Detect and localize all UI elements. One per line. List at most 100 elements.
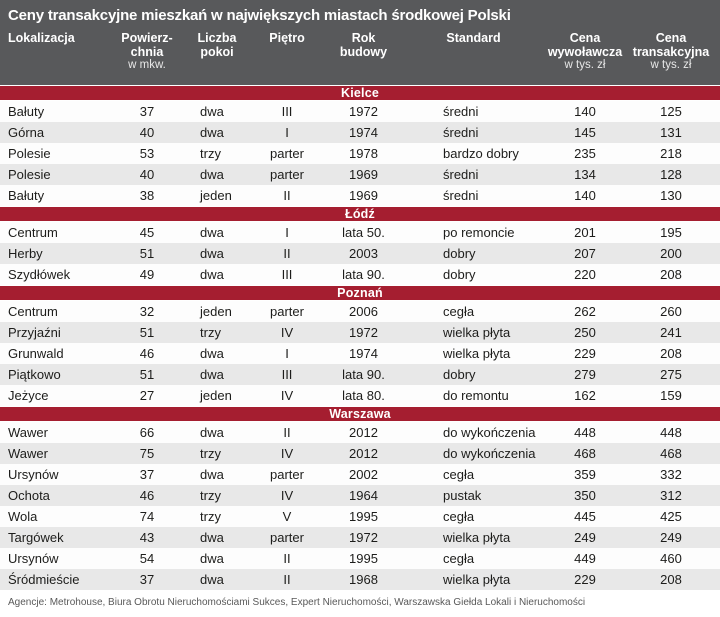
cell-liczba-pokoi: dwa [200, 104, 224, 119]
table-row: Bałuty 37 dwa III 1972 średni 140 125 [0, 101, 720, 122]
cell-powierzchnia: 46 [139, 488, 155, 503]
cell-standard: cegła [443, 551, 475, 566]
cell-lokalizacja: Bałuty [8, 188, 45, 203]
cell-cena-wywolawcza: 162 [574, 388, 596, 403]
cell-liczba-pokoi: dwa [200, 425, 224, 440]
table-row: Ursynów 37 dwa parter 2002 cegła 359 332 [0, 464, 720, 485]
cell-rok-budowy: 1972 [349, 104, 378, 119]
cell-pietro: II [283, 425, 291, 440]
column-header-cena-transakcyjna: Cena transakcyjna w tys. zł [632, 31, 710, 71]
cell-liczba-pokoi: trzy [200, 446, 221, 461]
cell-cena-wywolawcza: 229 [574, 572, 596, 587]
cell-cena-transakcyjna: 208 [660, 267, 682, 282]
cell-standard: po remoncie [443, 225, 515, 240]
cell-rok-budowy: 1978 [349, 146, 378, 161]
cell-rok-budowy: 1974 [349, 346, 378, 361]
cell-cena-wywolawcza: 235 [574, 146, 596, 161]
cell-powierzchnia: 40 [139, 167, 155, 182]
cell-cena-wywolawcza: 207 [574, 246, 596, 261]
cell-powierzchnia: 32 [139, 304, 155, 319]
cell-liczba-pokoi: dwa [200, 246, 224, 261]
table-row: Wawer 75 trzy IV 2012 do wykończenia 468 468 [0, 443, 720, 464]
cell-cena-wywolawcza: 220 [574, 267, 596, 282]
table-row: Ochota 46 trzy IV 1964 pustak 350 312 [0, 485, 720, 506]
cell-cena-transakcyjna: 460 [660, 551, 682, 566]
cell-lokalizacja: Polesie [8, 167, 51, 182]
cell-rok-budowy: 2003 [349, 246, 378, 261]
cell-powierzchnia: 66 [139, 425, 155, 440]
cell-powierzchnia: 74 [139, 509, 155, 524]
cell-cena-transakcyjna: 208 [660, 346, 682, 361]
section-band-3: Warszawa [0, 406, 720, 422]
cell-rok-budowy: 1969 [349, 167, 378, 182]
cell-pietro: V [282, 509, 292, 524]
cell-powierzchnia: 37 [139, 572, 155, 587]
cell-rok-budowy: lata 90. [342, 267, 385, 282]
cell-liczba-pokoi: trzy [200, 146, 221, 161]
cell-rok-budowy: 1964 [349, 488, 378, 503]
cell-liczba-pokoi: trzy [200, 488, 221, 503]
cell-pietro: II [283, 551, 291, 566]
cell-lokalizacja: Wawer [8, 425, 48, 440]
cell-cena-wywolawcza: 134 [574, 167, 596, 182]
cell-pietro: IV [280, 446, 294, 461]
table-row: Jeżyce 27 jeden IV lata 80. do remontu 162 159 [0, 385, 720, 406]
table-row: Wola 74 trzy V 1995 cegła 445 425 [0, 506, 720, 527]
cell-liczba-pokoi: dwa [200, 572, 224, 587]
cell-pietro: IV [280, 388, 294, 403]
cell-rok-budowy: 1972 [349, 325, 378, 340]
column-header-pietro: Piętro [269, 31, 305, 45]
cell-liczba-pokoi: dwa [200, 467, 224, 482]
cell-cena-wywolawcza: 201 [574, 225, 596, 240]
cell-powierzchnia: 53 [139, 146, 155, 161]
column-headers: Lokalizacja Powierz-chnia w mkw. Liczba poko… [0, 28, 720, 73]
cell-lokalizacja: Ochota [8, 488, 50, 503]
cell-cena-transakcyjna: 128 [660, 167, 682, 182]
table-row: Przyjaźni 51 trzy IV 1972 wielka płyta 250 241 [0, 322, 720, 343]
cell-lokalizacja: Piątkowo [8, 367, 61, 382]
cell-cena-wywolawcza: 262 [574, 304, 596, 319]
cell-standard: średni [443, 188, 479, 203]
page-title: Ceny transakcyjne mieszkań w największyc… [8, 7, 511, 24]
cell-liczba-pokoi: dwa [200, 367, 224, 382]
cell-rok-budowy: lata 90. [342, 367, 385, 382]
cell-standard: średni [443, 167, 479, 182]
cell-cena-wywolawcza: 449 [574, 551, 596, 566]
table-row: Górna 40 dwa I 1974 średni 145 131 [0, 122, 720, 143]
cell-cena-wywolawcza: 448 [574, 425, 596, 440]
title-bar: Ceny transakcyjne mieszkań w największyc… [0, 0, 720, 28]
cell-powierzchnia: 75 [139, 446, 155, 461]
cell-cena-transakcyjna: 312 [660, 488, 682, 503]
table-row: Ursynów 54 dwa II 1995 cegła 449 460 [0, 548, 720, 569]
cell-rok-budowy: 1968 [349, 572, 378, 587]
cell-rok-budowy: 1972 [349, 530, 378, 545]
cell-powierzchnia: 54 [139, 551, 155, 566]
cell-lokalizacja: Bałuty [8, 104, 45, 119]
cell-cena-transakcyjna: 208 [660, 572, 682, 587]
cell-pietro: I [285, 346, 289, 361]
cell-liczba-pokoi: trzy [200, 325, 221, 340]
table-row: Herby 51 dwa II 2003 dobry 207 200 [0, 243, 720, 264]
cell-standard: cegła [443, 467, 475, 482]
cell-pietro: III [281, 367, 293, 382]
cell-pietro: I [285, 225, 289, 240]
cell-cena-wywolawcza: 229 [574, 346, 596, 361]
cell-pietro: parter [270, 467, 304, 482]
cell-cena-transakcyjna: 218 [660, 146, 682, 161]
cell-standard: dobry [443, 246, 476, 261]
table-row: Wawer 66 dwa II 2012 do wykończenia 448 448 [0, 422, 720, 443]
cell-lokalizacja: Centrum [8, 225, 58, 240]
cell-lokalizacja: Wola [8, 509, 38, 524]
cell-cena-wywolawcza: 279 [574, 367, 596, 382]
cell-standard: wielka płyta [443, 346, 511, 361]
cell-rok-budowy: 2006 [349, 304, 378, 319]
cell-pietro: III [281, 104, 293, 119]
table-row: Szydłówek 49 dwa III lata 90. dobry 220 208 [0, 264, 720, 285]
cell-cena-transakcyjna: 275 [660, 367, 682, 382]
cell-rok-budowy: 1974 [349, 125, 378, 140]
cell-powierzchnia: 40 [139, 125, 155, 140]
cell-lokalizacja: Górna [8, 125, 45, 140]
cell-pietro: parter [270, 167, 304, 182]
section-band-2: Poznań [0, 285, 720, 301]
